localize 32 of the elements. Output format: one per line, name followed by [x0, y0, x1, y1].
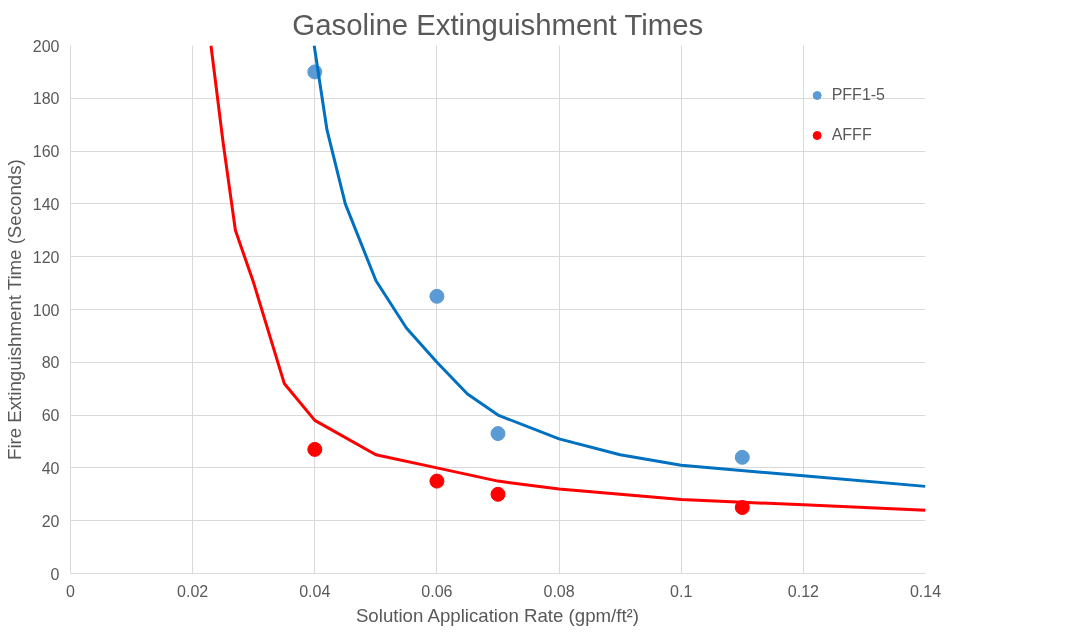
legend-label: PFF1-5 — [831, 86, 885, 104]
y-tick-label: 0 — [50, 565, 60, 583]
x-tick-label: 0.14 — [909, 582, 942, 600]
x-tick-label: 0.12 — [787, 582, 820, 600]
point — [307, 441, 323, 457]
x-tick-label: 0 — [66, 582, 76, 600]
y-tick-label: 120 — [32, 248, 60, 266]
y-tick-label: 60 — [41, 407, 60, 425]
y-tick-label: 80 — [41, 354, 60, 372]
point — [490, 426, 506, 442]
y-tick-label: 160 — [32, 143, 60, 161]
chart-title: Gasoline Extinguishment Times — [292, 7, 704, 41]
legend-label: AFFF — [831, 126, 872, 144]
y-tick-label: 140 — [32, 195, 60, 213]
line-series — [312, 45, 926, 488]
x-axis-title: Solution Application Rate (gpm/ft²) — [355, 604, 640, 626]
line-series — [209, 45, 926, 512]
y-tick-label: 40 — [41, 459, 60, 477]
point — [734, 449, 750, 465]
y-axis-title: Fire Extinguishment Time (Seconds) — [3, 159, 25, 461]
x-tick-label: 0.02 — [177, 582, 209, 600]
y-tick-label: 180 — [32, 90, 60, 108]
x-tick-label: 0.06 — [421, 582, 453, 600]
y-tick-label: 20 — [41, 512, 60, 530]
x-tick-label: 0.1 — [670, 582, 693, 600]
point — [429, 288, 445, 304]
point — [490, 486, 506, 502]
x-tick-label: 0.08 — [543, 582, 575, 600]
y-tick-label: 200 — [32, 37, 60, 55]
point — [429, 473, 445, 489]
x-tick-label: 0.04 — [299, 582, 331, 600]
y-tick-label: 100 — [32, 301, 60, 319]
